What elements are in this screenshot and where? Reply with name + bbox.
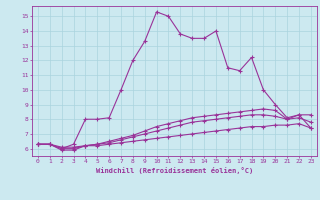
X-axis label: Windchill (Refroidissement éolien,°C): Windchill (Refroidissement éolien,°C) xyxy=(96,167,253,174)
